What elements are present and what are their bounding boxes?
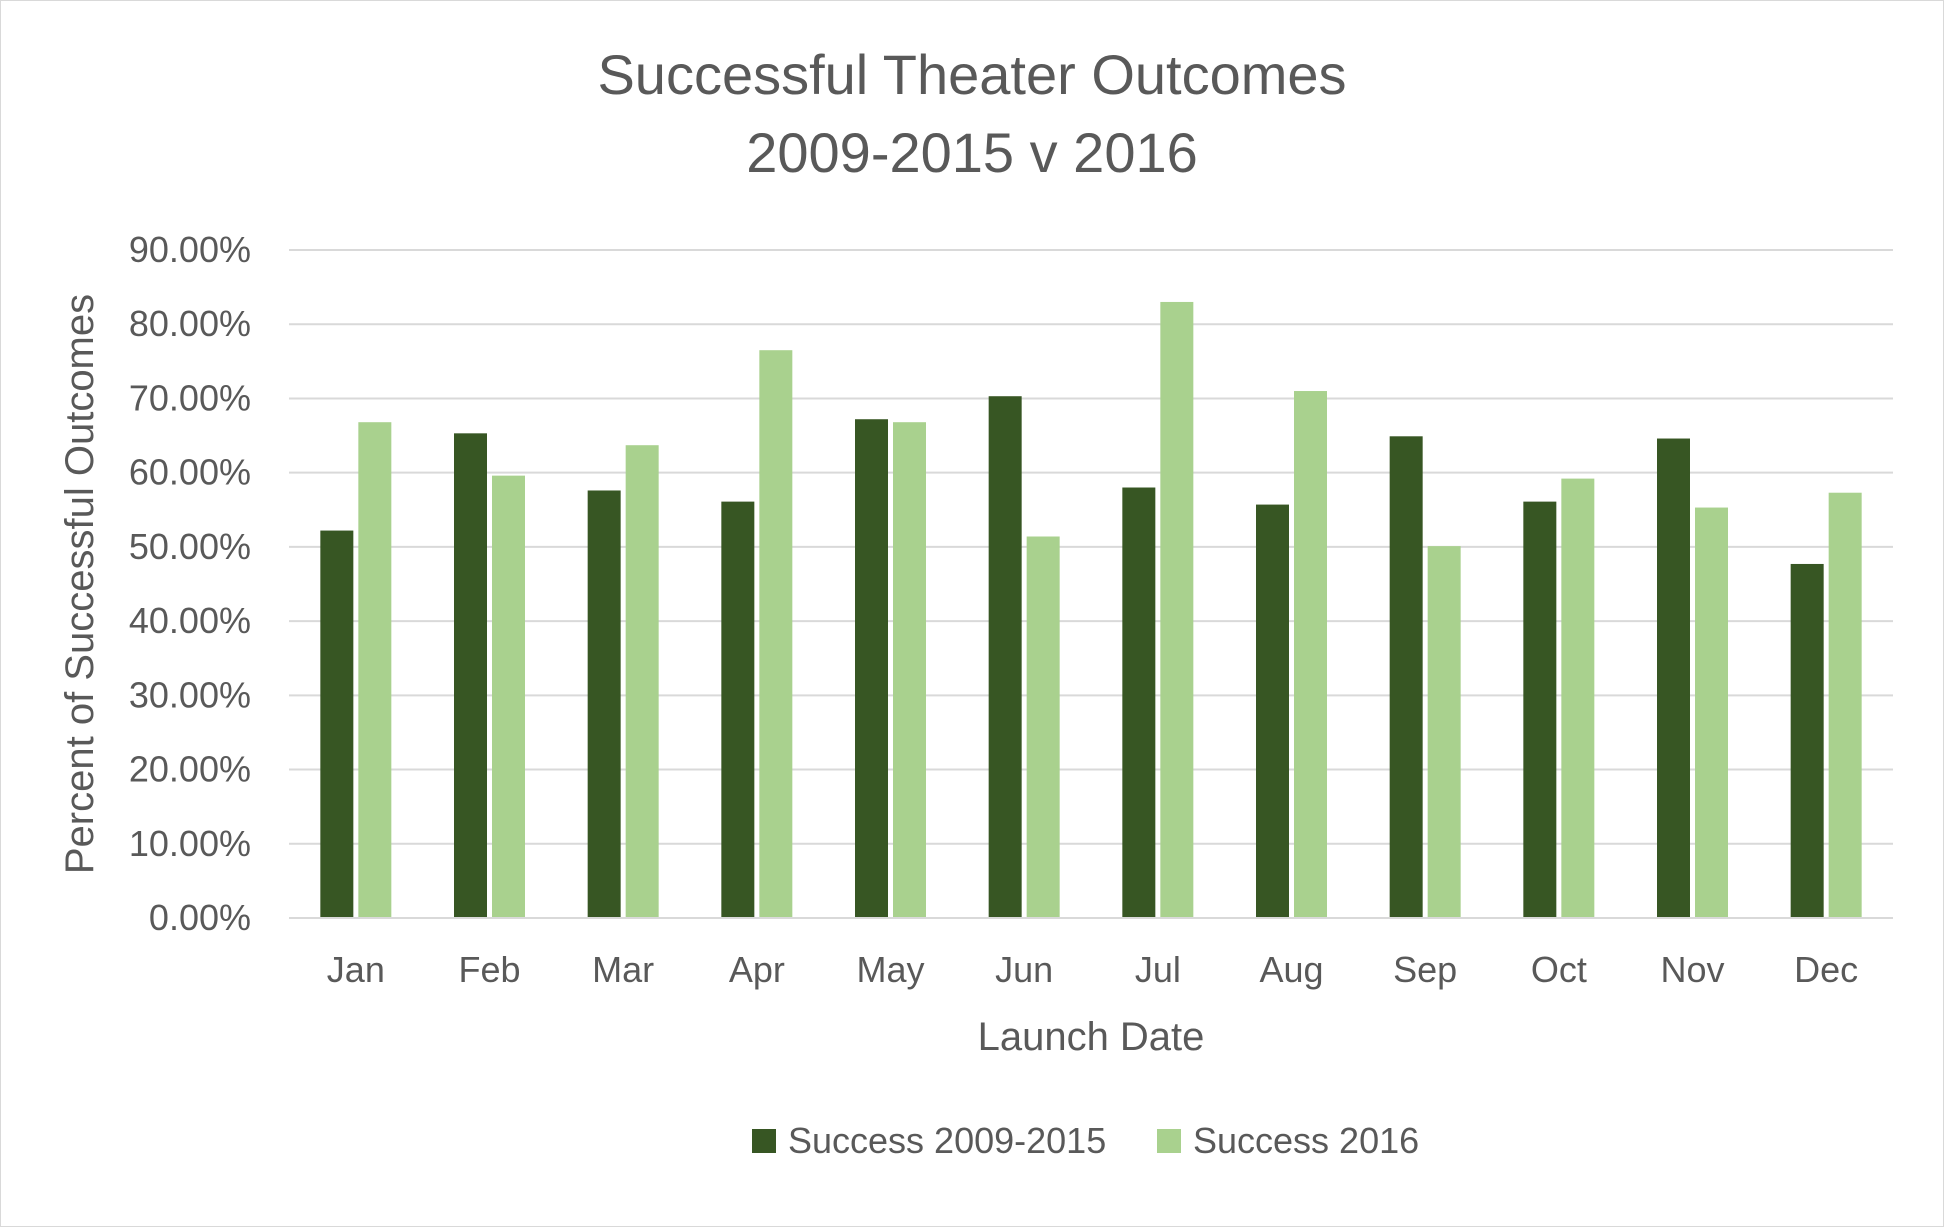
y-tick-label: 10.00% — [129, 823, 251, 864]
y-tick-label: 60.00% — [129, 452, 251, 493]
bar-series-2-dec — [1828, 492, 1862, 918]
x-tick-label: May — [856, 949, 924, 990]
x-tick-label: Feb — [458, 949, 520, 990]
bar-series-2-mar — [625, 445, 659, 918]
bar-series-2-sep — [1427, 546, 1461, 918]
bar-series-1-mar — [587, 490, 621, 918]
bar-series-1-aug — [1256, 504, 1289, 918]
legend-swatch-2 — [1157, 1129, 1181, 1153]
bar-series-1-dec — [1790, 563, 1824, 918]
x-tick-label: Sep — [1393, 949, 1457, 990]
y-tick-label: 90.00% — [129, 229, 251, 270]
x-tick-label: Oct — [1531, 949, 1587, 990]
y-axis-title: Percent of Successful Outcomes — [58, 294, 102, 874]
bar-series-2-jun — [1026, 536, 1060, 918]
bar-series-1-jun — [988, 396, 1022, 918]
gridlines — [289, 249, 1893, 845]
x-tick-label: Nov — [1660, 949, 1724, 990]
bar-series-2-aug — [1294, 391, 1327, 918]
x-axis-title: Launch Date — [978, 1015, 1205, 1059]
bar-series-1-apr — [721, 501, 755, 918]
y-axis-ticks: 0.00% 10.00% 20.00% 30.00% 40.00% 50.00% 60.00… — [129, 229, 251, 938]
x-tick-label: Jul — [1135, 949, 1181, 990]
bar-series-2-nov — [1695, 507, 1728, 918]
chart-title: Successful Theater Outcomes 2009-2015 v 2… — [597, 43, 1346, 184]
y-tick-label: 50.00% — [129, 526, 251, 567]
y-tick-label: 40.00% — [129, 600, 251, 641]
bar-series-2-may — [893, 422, 926, 918]
bar-series-1-oct — [1523, 501, 1557, 918]
x-tick-label: Mar — [592, 949, 654, 990]
bar-series-1-nov — [1657, 438, 1690, 918]
bar-series-2-apr — [759, 350, 793, 918]
x-tick-label: Apr — [729, 949, 785, 990]
chart-title-line-1: Successful Theater Outcomes — [597, 43, 1346, 106]
y-tick-label: 70.00% — [129, 377, 251, 418]
bar-series-1-jan — [320, 530, 354, 918]
legend-swatch-1 — [752, 1129, 776, 1153]
bar-series-1-feb — [454, 433, 487, 918]
x-tick-label: Dec — [1794, 949, 1858, 990]
y-tick-label: 20.00% — [129, 749, 251, 790]
bars — [320, 301, 1862, 918]
legend: Success 2009-2015 Success 2016 — [752, 1120, 1419, 1161]
x-tick-label: Jun — [995, 949, 1053, 990]
chart-title-line-2: 2009-2015 v 2016 — [746, 121, 1198, 184]
legend-label-2: Success 2016 — [1193, 1120, 1419, 1161]
x-axis-ticks: Jan Feb Mar Apr May Jun Jul Aug Sep Oct Nov Dec — [327, 949, 1858, 990]
bar-series-1-jul — [1122, 487, 1156, 918]
bar-series-2-jan — [358, 422, 392, 918]
y-tick-label: 80.00% — [129, 303, 251, 344]
x-tick-label: Aug — [1259, 949, 1323, 990]
bar-series-2-jul — [1160, 301, 1194, 918]
y-tick-label: 0.00% — [149, 897, 251, 938]
y-tick-label: 30.00% — [129, 674, 251, 715]
bar-series-1-may — [855, 419, 888, 918]
bar-series-2-feb — [492, 475, 525, 918]
bar-series-1-sep — [1389, 436, 1423, 918]
legend-label-1: Success 2009-2015 — [788, 1120, 1106, 1161]
bar-series-2-oct — [1561, 478, 1595, 918]
x-tick-label: Jan — [327, 949, 385, 990]
